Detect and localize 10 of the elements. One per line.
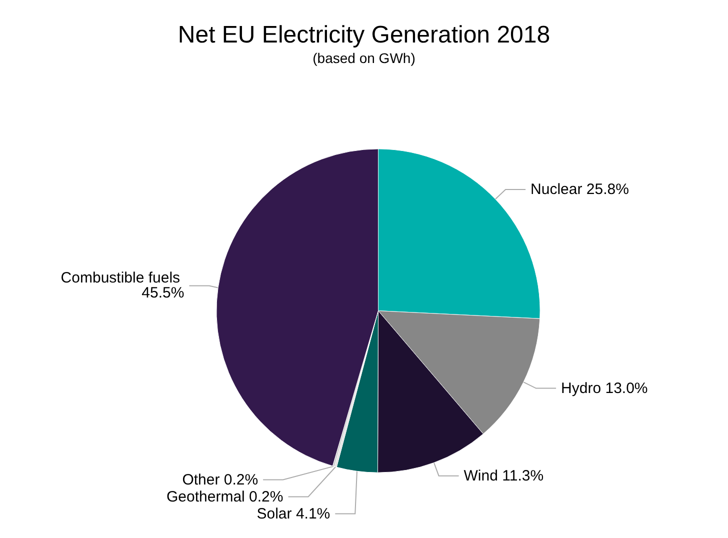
chart-subtitle: (based on GWh): [312, 50, 416, 66]
chart-title: Net EU Electricity Generation 2018: [178, 22, 550, 48]
slice-label: Other 0.2%: [182, 471, 258, 488]
slice-label: Hydro 13.0%: [561, 380, 648, 397]
data-label: 45.5%: [142, 284, 184, 302]
slice-label: Wind 11.3%: [464, 467, 544, 484]
slice-label: Solar 4.1%: [256, 505, 330, 522]
slice-label: Geothermal 0.2%: [166, 488, 284, 506]
slice-label: Combustible fuels: [60, 270, 184, 287]
slice-label: Nuclear 25.8%: [530, 180, 629, 198]
